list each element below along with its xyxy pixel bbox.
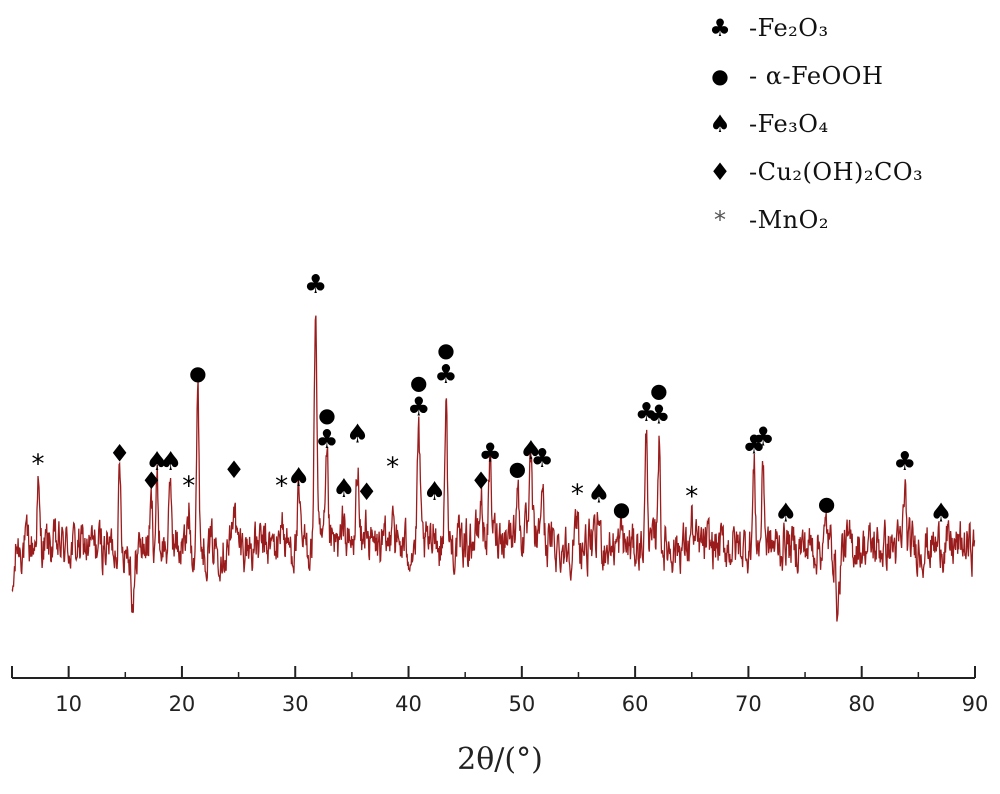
fe3o4-marker: ♠ <box>145 447 168 477</box>
legend-item-cu2oh2co3: ♦ -Cu₂(OH)₂CO₃ <box>705 148 923 196</box>
plot-area <box>11 315 976 622</box>
fe3o4-marker: ♠ <box>287 463 310 493</box>
feooh-marker: ● <box>410 370 427 394</box>
x-axis: 10 20 30 40 50 60 70 80 90 <box>11 666 989 716</box>
peak-markers: * ♦♦♠♠*●♦*♠♣♣●♠♠♦*♣●♠♣●♦♣ ●♠♣* ♠ ●♣♣●*♣♣♠ ●♣♠ <box>32 270 953 528</box>
fe3o4-marker: ♠ <box>774 499 797 529</box>
fe2o3-marker: ♣ <box>315 425 338 455</box>
feooh-marker: ● <box>437 338 454 362</box>
cu2oh2co3-marker: ♦ <box>223 456 245 484</box>
feooh-marker: ● <box>650 379 667 403</box>
fe3o4-marker: ♠ <box>929 499 952 529</box>
x-tick-label: 80 <box>848 692 875 716</box>
fe3o4-marker: ♠ <box>346 420 369 450</box>
fe2o3-marker: ♣ <box>751 422 774 452</box>
legend-item-feooh: ● - α-FeOOH <box>705 52 883 100</box>
club-icon: ♣ <box>709 14 731 42</box>
fe3o4-marker: ♠ <box>587 479 610 509</box>
feooh-marker: ● <box>818 492 835 516</box>
cu2oh2co3-marker: ♦ <box>109 440 131 468</box>
asterisk-icon: * <box>714 206 726 234</box>
legend: ♣ -Fe₂O₃ ● - α-FeOOH ♠ -Fe₃O₄ ♦ -Cu₂(OH)… <box>705 0 995 250</box>
fe3o4-marker: ♠ <box>332 474 355 504</box>
fe3o4-marker: ♠ <box>519 436 542 466</box>
legend-item-fe2o3: ♣ -Fe₂O₃ <box>705 4 829 52</box>
spade-icon: ♠ <box>709 110 731 138</box>
x-tick-label: 50 <box>508 692 535 716</box>
x-tick-label: 20 <box>169 692 196 716</box>
cu2oh2co3-marker: ♦ <box>141 467 163 495</box>
legend-label: -Fe₂O₃ <box>749 14 829 42</box>
fe2o3-marker: ♣ <box>304 270 327 300</box>
x-axis-label: 2θ/(°) <box>457 742 543 777</box>
cu2oh2co3-marker: ♦ <box>356 478 378 506</box>
fe2o3-marker: ♣ <box>478 439 501 469</box>
mno2-marker: * <box>275 471 288 501</box>
x-tick-label: 90 <box>962 692 989 716</box>
legend-label: -Fe₃O₄ <box>749 110 829 138</box>
feooh-marker: ● <box>613 497 630 521</box>
fe2o3-marker: ♣ <box>434 360 457 390</box>
fe2o3-marker: ♣ <box>893 447 916 477</box>
x-tick-label: 60 <box>622 692 649 716</box>
fe2o3-marker: ♣ <box>407 392 430 422</box>
legend-label: -MnO₂ <box>749 206 829 234</box>
fe2o3-marker: ♣ <box>635 398 658 428</box>
dot-icon: ● <box>711 64 729 88</box>
x-tick-label: 10 <box>55 692 82 716</box>
legend-label: -Cu₂(OH)₂CO₃ <box>749 158 924 186</box>
fe3o4-marker: ♠ <box>423 477 446 507</box>
x-tick-label: 40 <box>395 692 422 716</box>
feooh-marker: ● <box>189 361 206 385</box>
mno2-marker: * <box>182 471 195 501</box>
legend-item-fe3o4: ♠ -Fe₃O₄ <box>705 100 829 148</box>
fe2o3-marker: ♣ <box>742 431 765 461</box>
feooh-marker: ● <box>318 403 335 427</box>
fe2o3-marker: ♣ <box>531 444 554 474</box>
xrd-pattern-line <box>11 315 976 622</box>
mno2-marker: * <box>685 482 698 512</box>
mno2-marker: * <box>386 452 399 482</box>
feooh-marker: ● <box>509 456 526 480</box>
cu2oh2co3-marker: ♦ <box>470 467 492 495</box>
mno2-marker: * <box>32 450 45 480</box>
x-tick-label: 70 <box>735 692 762 716</box>
mno2-marker: * <box>571 479 584 509</box>
legend-label: - α-FeOOH <box>749 62 884 90</box>
fe2o3-marker: ♣ <box>647 401 670 431</box>
fe3o4-marker: ♠ <box>159 447 182 477</box>
x-tick-label: 30 <box>282 692 309 716</box>
legend-item-mno2: * -MnO₂ <box>705 196 829 244</box>
diamond-icon: ♦ <box>709 158 731 186</box>
